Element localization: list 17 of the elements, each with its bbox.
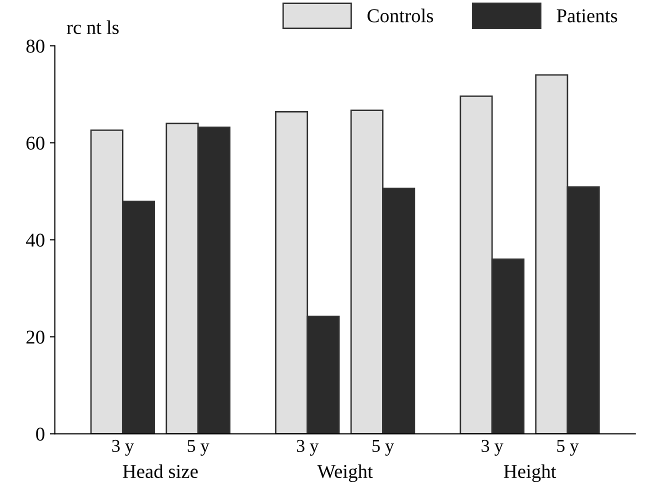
y-tick-label: 80 xyxy=(26,40,44,53)
text: Weight xyxy=(317,464,373,482)
x-tick-label: 5 y xyxy=(557,440,579,456)
x-tick-label: 3 y xyxy=(482,440,504,456)
text: Head size xyxy=(122,464,198,478)
x-tick-label: 5 y xyxy=(188,440,210,456)
legend-label: Patients xyxy=(556,9,618,22)
y-tick-label: 20 xyxy=(26,330,44,344)
x-tick-label: 5 y xyxy=(372,440,394,456)
y-tick-label: 40 xyxy=(26,234,44,247)
y-tick-label: 0 xyxy=(36,428,44,441)
x-tick-label: 3 y xyxy=(296,440,319,456)
text: Height xyxy=(504,464,556,482)
legend-label: Controls xyxy=(368,8,434,22)
y-axis-title: rc nt ls xyxy=(66,20,119,34)
x-tick-label: 3 y xyxy=(112,440,134,456)
y-tick-label: 60 xyxy=(26,136,44,150)
